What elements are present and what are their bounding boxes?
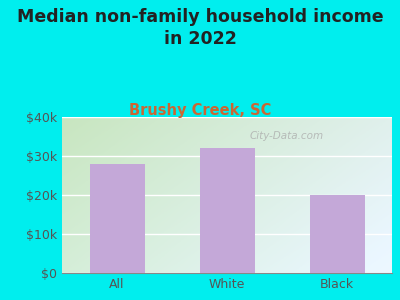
Text: Brushy Creek, SC: Brushy Creek, SC <box>129 103 271 118</box>
Bar <box>90 164 144 273</box>
Bar <box>310 195 364 273</box>
Text: City-Data.com: City-Data.com <box>249 131 324 141</box>
Bar <box>200 148 254 273</box>
Text: Median non-family household income
in 2022: Median non-family household income in 20… <box>17 8 383 48</box>
